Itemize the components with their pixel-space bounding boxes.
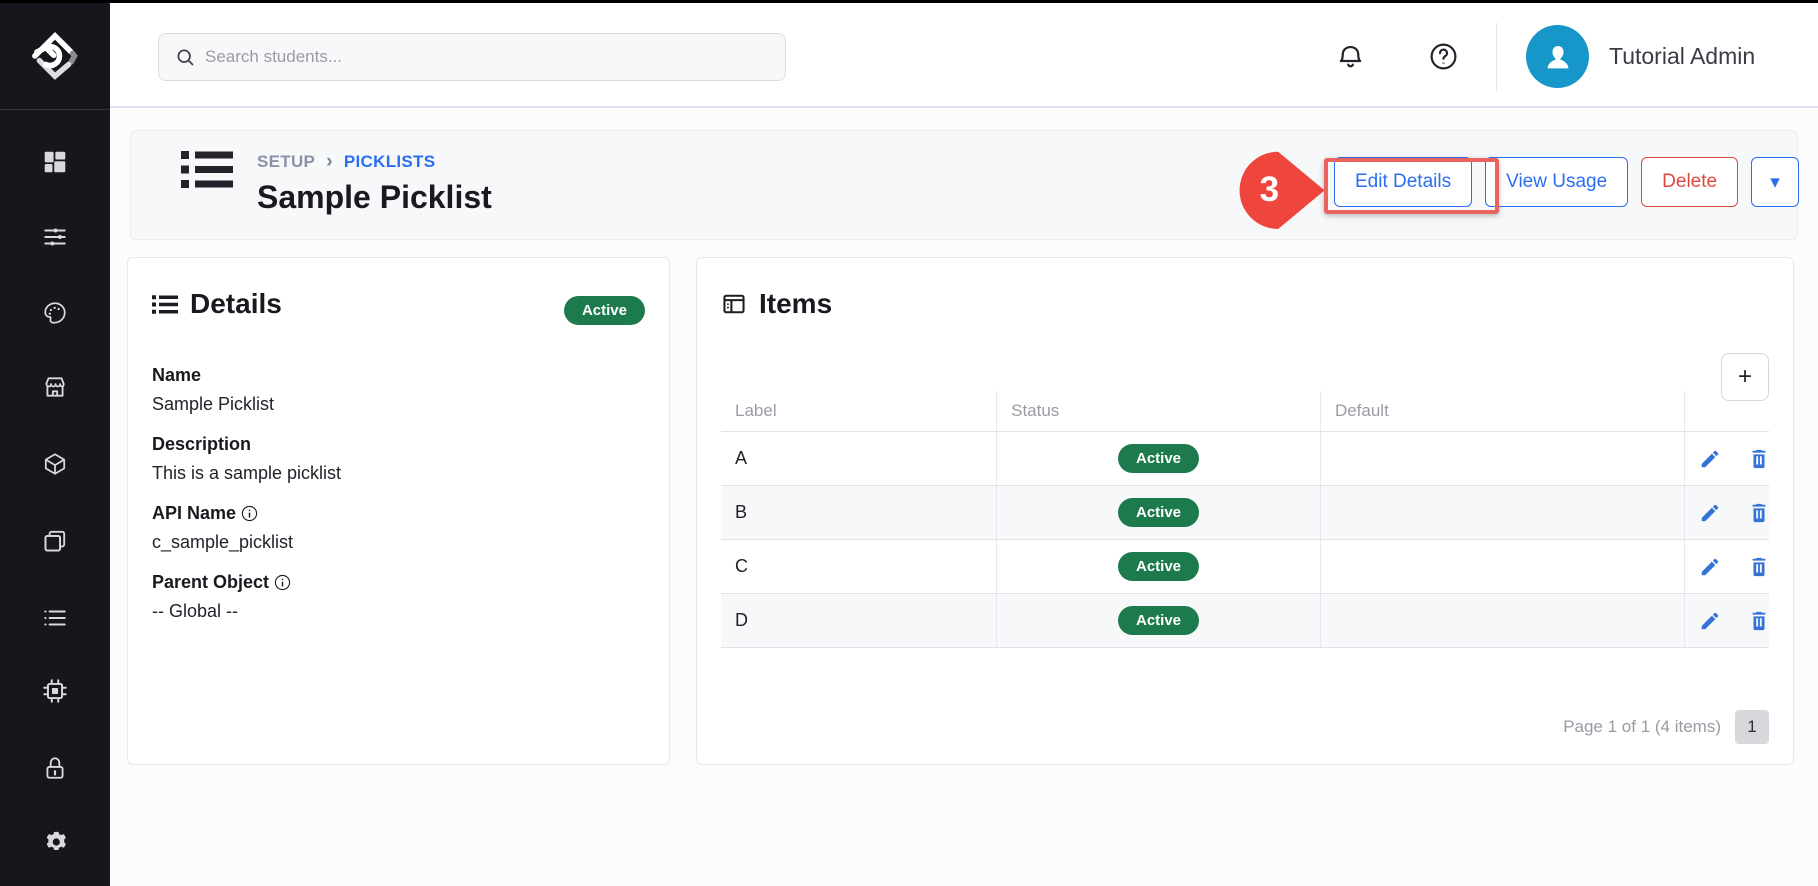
svg-text:3: 3 (1260, 170, 1279, 209)
